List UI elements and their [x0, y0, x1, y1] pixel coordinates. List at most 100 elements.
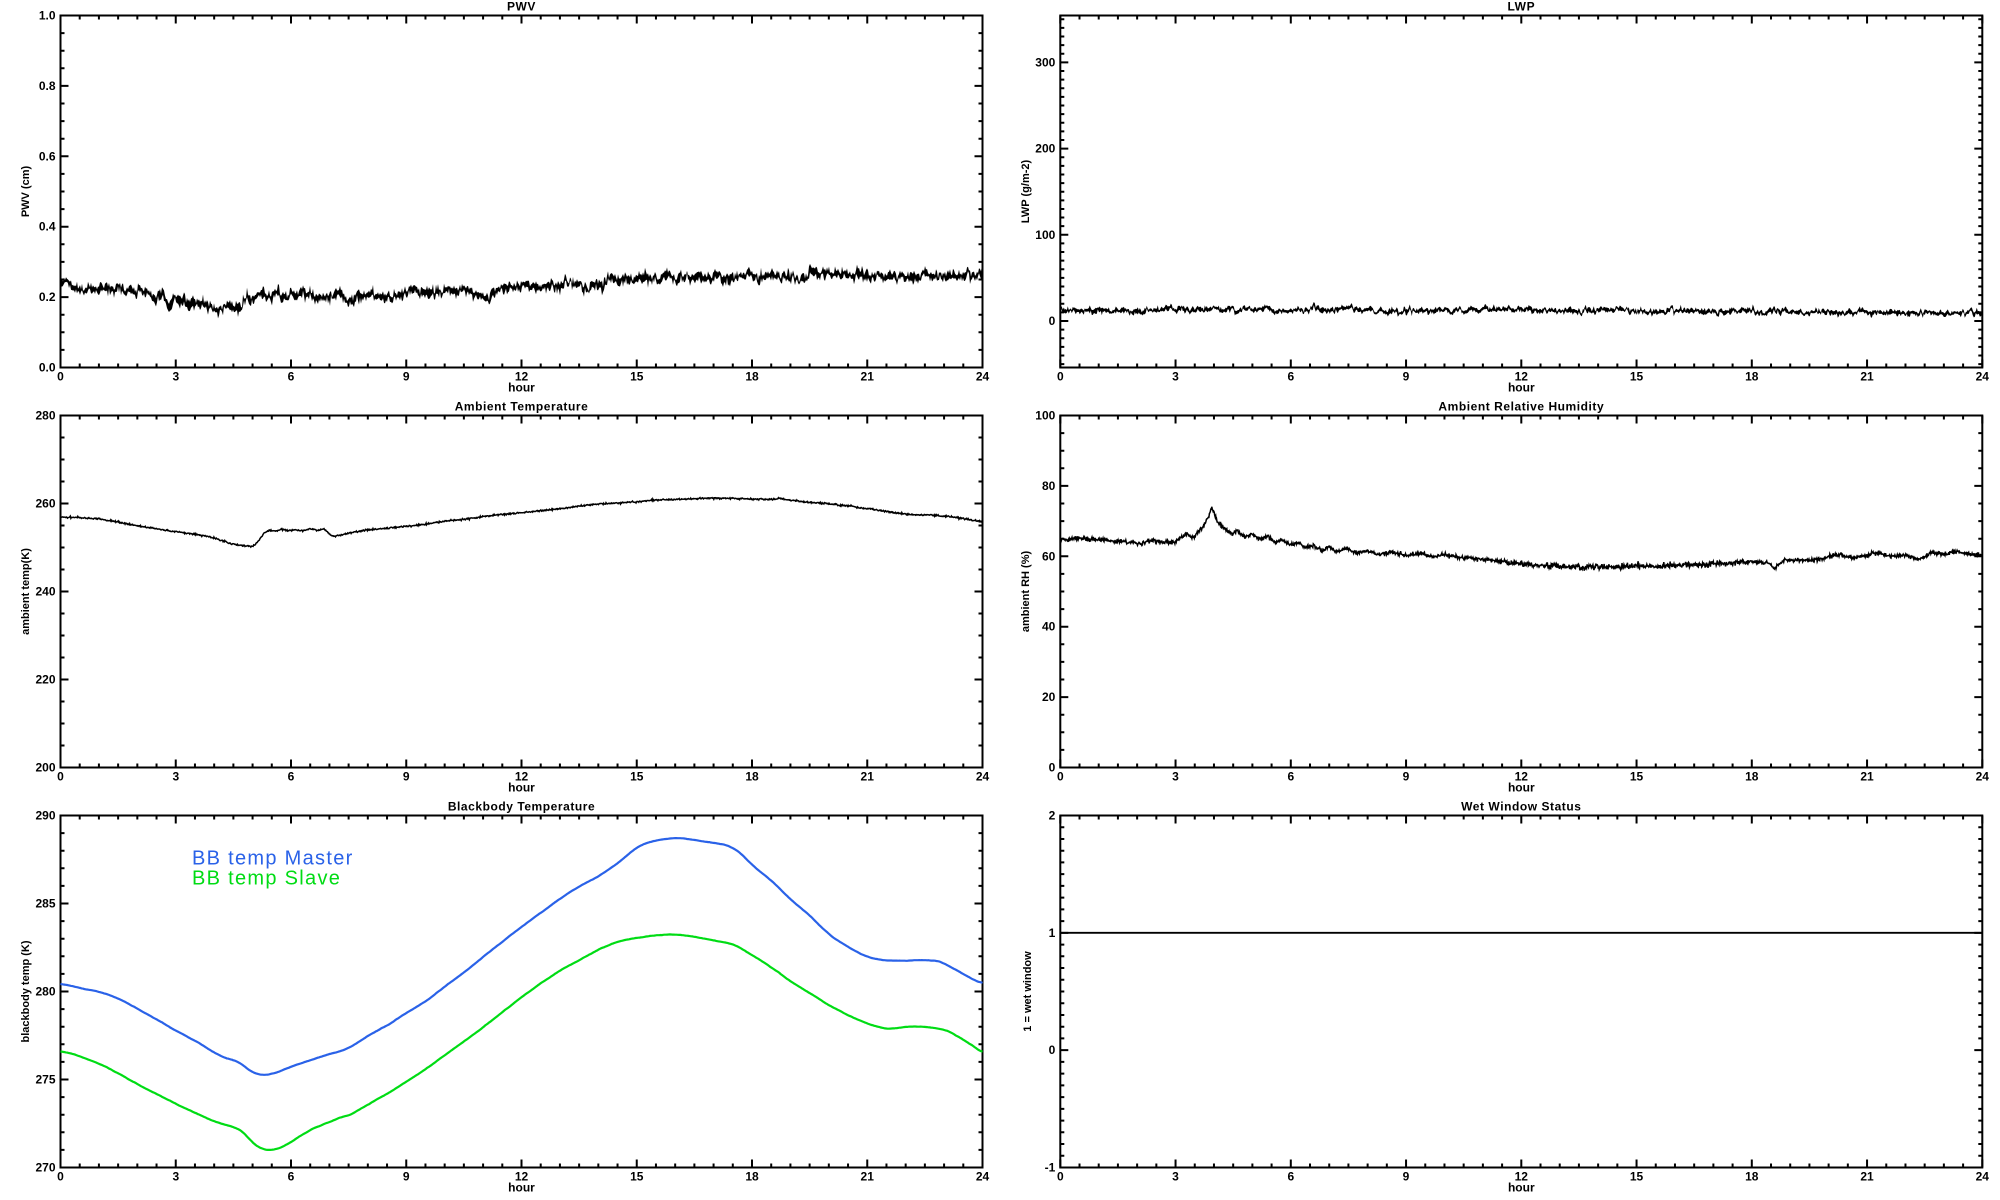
svg-text:21: 21	[861, 1170, 875, 1184]
svg-text:100: 100	[1035, 409, 1055, 423]
svg-text:3: 3	[1172, 370, 1179, 384]
svg-text:12: 12	[515, 1170, 529, 1184]
svg-text:260: 260	[35, 497, 55, 511]
svg-text:24: 24	[976, 770, 990, 784]
svg-text:275: 275	[35, 1073, 55, 1087]
svg-text:24: 24	[976, 1170, 990, 1184]
svg-text:hour: hour	[508, 781, 535, 795]
svg-text:60: 60	[1042, 549, 1056, 563]
svg-text:Wet Window Status: Wet Window Status	[1461, 800, 1581, 814]
svg-text:40: 40	[1042, 620, 1056, 634]
svg-text:12: 12	[1515, 1170, 1529, 1184]
svg-text:24: 24	[1976, 1170, 1990, 1184]
svg-text:0: 0	[1049, 761, 1056, 775]
svg-text:12: 12	[1515, 770, 1529, 784]
svg-text:9: 9	[1403, 1170, 1410, 1184]
svg-text:3: 3	[1172, 1170, 1179, 1184]
svg-text:21: 21	[1860, 770, 1874, 784]
svg-text:18: 18	[1745, 370, 1759, 384]
svg-text:hour: hour	[508, 1181, 535, 1195]
svg-text:LWP: LWP	[1507, 0, 1535, 14]
svg-text:15: 15	[1630, 370, 1644, 384]
svg-text:0: 0	[1057, 370, 1064, 384]
svg-text:21: 21	[861, 370, 875, 384]
svg-text:21: 21	[1860, 370, 1874, 384]
svg-text:0: 0	[57, 370, 64, 384]
svg-text:12: 12	[515, 370, 529, 384]
svg-text:285: 285	[35, 897, 55, 911]
svg-text:0: 0	[1057, 770, 1064, 784]
svg-text:-1: -1	[1045, 1161, 1056, 1175]
svg-text:9: 9	[1403, 770, 1410, 784]
svg-text:3: 3	[172, 1170, 179, 1184]
svg-text:ambient temp(K): ambient temp(K)	[20, 548, 32, 635]
svg-text:18: 18	[745, 1170, 759, 1184]
svg-text:290: 290	[35, 809, 55, 823]
svg-text:6: 6	[288, 1170, 295, 1184]
svg-text:6: 6	[288, 370, 295, 384]
svg-text:20: 20	[1042, 690, 1056, 704]
svg-text:blackbody temp (K): blackbody temp (K)	[20, 940, 32, 1042]
svg-text:0: 0	[57, 1170, 64, 1184]
svg-text:15: 15	[630, 370, 644, 384]
svg-text:3: 3	[172, 370, 179, 384]
svg-text:9: 9	[403, 1170, 410, 1184]
svg-text:hour: hour	[508, 381, 535, 395]
svg-text:hour: hour	[1508, 1181, 1535, 1195]
svg-text:ambient RH (%): ambient RH (%)	[1020, 551, 1032, 633]
svg-text:21: 21	[861, 770, 875, 784]
svg-text:0.4: 0.4	[39, 220, 56, 234]
svg-text:0.0: 0.0	[39, 361, 56, 375]
svg-text:280: 280	[35, 985, 55, 999]
svg-text:200: 200	[1035, 142, 1055, 156]
svg-text:15: 15	[630, 1170, 644, 1184]
svg-text:1 = wet window: 1 = wet window	[1022, 951, 1034, 1032]
svg-text:240: 240	[35, 585, 55, 599]
svg-text:18: 18	[1745, 1170, 1759, 1184]
svg-text:6: 6	[1287, 370, 1294, 384]
svg-text:3: 3	[172, 770, 179, 784]
svg-text:0: 0	[1057, 1170, 1064, 1184]
svg-text:0.2: 0.2	[39, 290, 56, 304]
svg-text:200: 200	[35, 761, 55, 775]
svg-text:18: 18	[745, 770, 759, 784]
svg-text:Ambient Temperature: Ambient Temperature	[455, 400, 589, 414]
svg-text:6: 6	[1287, 1170, 1294, 1184]
svg-text:18: 18	[1745, 770, 1759, 784]
svg-text:24: 24	[1976, 370, 1990, 384]
svg-text:PWV: PWV	[507, 0, 536, 14]
svg-text:15: 15	[1630, 770, 1644, 784]
svg-text:0.8: 0.8	[39, 79, 56, 93]
svg-text:15: 15	[630, 770, 644, 784]
svg-text:PWV (cm): PWV (cm)	[20, 165, 32, 217]
svg-text:1: 1	[1049, 926, 1056, 940]
svg-text:hour: hour	[1508, 781, 1535, 795]
svg-text:6: 6	[1287, 770, 1294, 784]
svg-text:LWP (g/m-2): LWP (g/m-2)	[1020, 159, 1032, 223]
svg-text:24: 24	[976, 370, 990, 384]
svg-text:1.0: 1.0	[39, 9, 56, 23]
svg-text:Ambient Relative Humidity: Ambient Relative Humidity	[1438, 400, 1604, 414]
svg-text:BB temp Master: BB temp Master	[192, 848, 354, 870]
svg-text:9: 9	[403, 770, 410, 784]
svg-text:80: 80	[1042, 479, 1056, 493]
svg-text:6: 6	[288, 770, 295, 784]
svg-text:0: 0	[57, 770, 64, 784]
svg-text:9: 9	[403, 370, 410, 384]
svg-text:12: 12	[515, 770, 529, 784]
svg-text:hour: hour	[1508, 381, 1535, 395]
svg-text:270: 270	[35, 1161, 55, 1175]
svg-text:100: 100	[1035, 228, 1055, 242]
svg-text:0: 0	[1049, 314, 1056, 328]
svg-text:Blackbody Temperature: Blackbody Temperature	[448, 800, 595, 814]
svg-text:15: 15	[1630, 1170, 1644, 1184]
svg-text:0.6: 0.6	[39, 149, 56, 163]
svg-text:9: 9	[1403, 370, 1410, 384]
svg-text:0: 0	[1049, 1043, 1056, 1057]
svg-text:BB temp Slave: BB temp Slave	[192, 868, 341, 890]
svg-text:24: 24	[1976, 770, 1990, 784]
svg-text:3: 3	[1172, 770, 1179, 784]
svg-text:280: 280	[35, 409, 55, 423]
svg-text:12: 12	[1515, 370, 1529, 384]
svg-text:18: 18	[745, 370, 759, 384]
